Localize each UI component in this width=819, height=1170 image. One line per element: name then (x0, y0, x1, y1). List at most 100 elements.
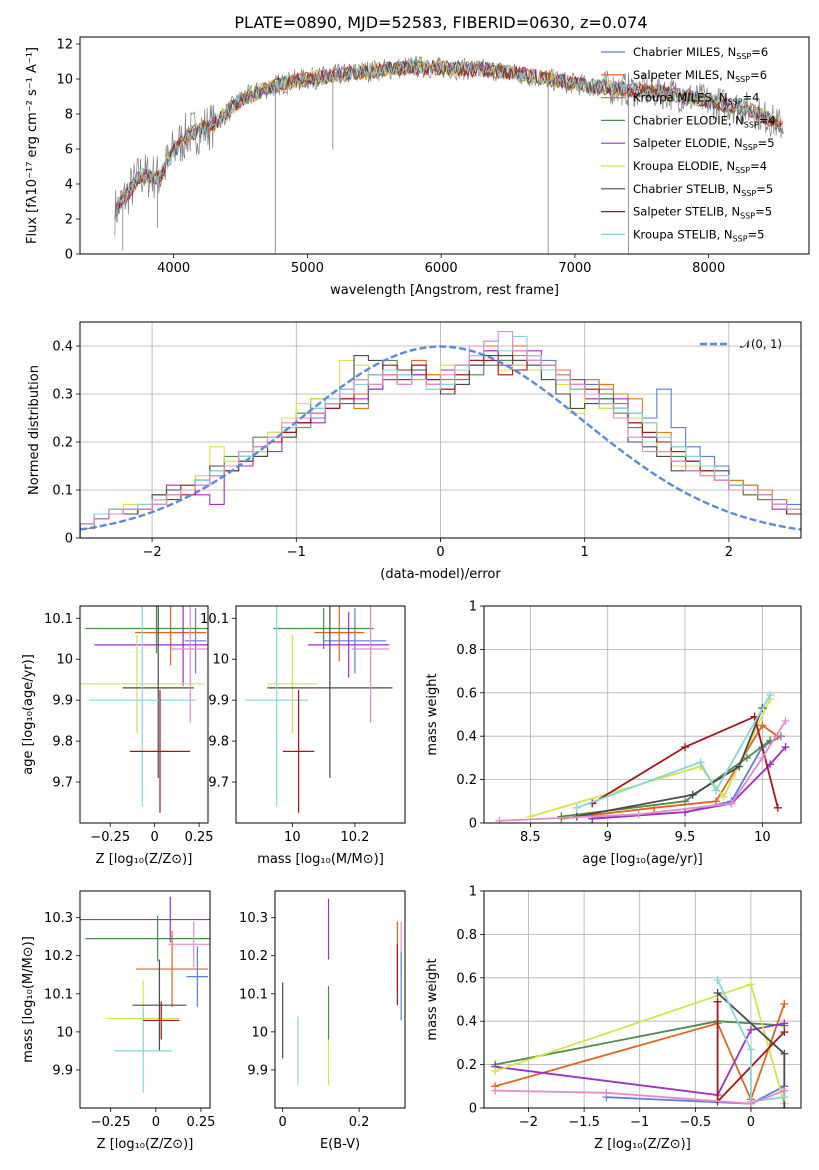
data-point (168, 921, 210, 968)
y-tick-label: 0.8 (456, 928, 477, 943)
x-axis-label: Z [log₁₀(Z/Z⊙)] (97, 1137, 194, 1152)
legend-label: Kroupa MILES, N (633, 91, 728, 105)
weight-marker (742, 753, 751, 762)
x-tick-label: 6000 (425, 261, 458, 276)
x-tick-label: 10.2 (340, 830, 369, 845)
legend-subscript: SSP (735, 75, 750, 84)
data-point (132, 959, 187, 1051)
histogram-step (80, 335, 801, 538)
weight-marker (758, 753, 767, 762)
legend-suffix: =6 (751, 45, 768, 59)
data-point (80, 896, 210, 943)
weight-marker (746, 1045, 755, 1054)
x-axis-label: Z [log₁₀(Z/Z⊙)] (594, 1137, 691, 1152)
weight-marker (711, 786, 720, 795)
axes-frame (79, 36, 810, 255)
x-axis-label: age [log₁₀(age/yr)] (582, 852, 703, 867)
data-point (314, 606, 365, 662)
y-axis-label: mass weight (425, 958, 440, 1040)
x-tick-label: 9 (604, 830, 612, 845)
plot-area (491, 975, 789, 1108)
x-tick-label: −2 (143, 545, 162, 560)
weight-marker (780, 999, 789, 1008)
weight-marker (781, 743, 790, 752)
y-tick-label: 9.8 (52, 735, 73, 750)
data-point (351, 606, 390, 723)
legend-entry: Salpeter ELODIE, NSSP=5 (633, 136, 775, 152)
weight-marker (781, 717, 790, 726)
weight-marker (602, 1088, 611, 1097)
weight-marker (713, 975, 722, 984)
y-axis-label: Flux [fλ10⁻¹⁷ erg cm⁻² s⁻¹ A⁻¹] (25, 47, 40, 244)
x-tick-label: 0 (279, 1115, 287, 1130)
legend-label: Kroupa ELODIE, N (633, 159, 735, 173)
data-point (245, 606, 308, 807)
data-point (129, 689, 191, 813)
y-tick-label: 9.7 (208, 776, 229, 791)
data-point (184, 608, 207, 674)
weight-marker (780, 1019, 789, 1028)
weight-marker (572, 803, 581, 812)
legend-subscript: SSP (736, 52, 751, 61)
plot-area (114, 55, 784, 254)
y-tick-label: 1 (469, 600, 477, 615)
weight-line (494, 1022, 785, 1096)
legend-suffix: =5 (755, 205, 772, 219)
data-point (273, 608, 374, 649)
legend-subscript: SSP (740, 212, 755, 221)
histogram-step (80, 331, 801, 538)
axes-frame (79, 605, 209, 824)
weight-marker (746, 980, 755, 989)
y-tick-label: 10 (56, 73, 73, 88)
x-tick-label: 9.5 (675, 830, 696, 845)
axes-frame (235, 605, 406, 824)
axes-frame (483, 605, 802, 824)
data-point (307, 612, 390, 678)
data-point (170, 606, 208, 723)
weight-marker (634, 810, 643, 819)
y-tick-label: 1 (469, 885, 477, 900)
weight-marker (681, 743, 690, 752)
x-tick-label: 10 (284, 830, 301, 845)
y-tick-label: 0 (65, 248, 73, 263)
y-tick-label: 10.2 (44, 949, 73, 964)
weight-line (576, 694, 771, 809)
legend-suffix: =5 (748, 227, 765, 241)
weight-marker (719, 792, 728, 801)
x-tick-label: 8.5 (520, 830, 541, 845)
y-tick-label: 10 (251, 1025, 268, 1040)
plot-area (80, 896, 210, 1093)
x-tick-label: 0 (747, 1115, 755, 1130)
legend-label: Salpeter MILES, N (633, 68, 735, 82)
y-tick-label: 10.1 (200, 612, 229, 627)
legend-label: Salpeter ELODIE, N (633, 136, 743, 150)
panel-6: 0 0.2 9.9 10 10.1 10.2 10.3 E(B-V) (239, 890, 406, 1152)
legend-label: Chabrier ELODIE, N (633, 113, 744, 127)
x-tick-label: −0.25 (91, 1115, 131, 1130)
weight-marker (557, 812, 566, 821)
y-tick-label: 12 (56, 38, 73, 53)
data-point (94, 606, 208, 686)
x-axis-label: (data-model)/error (380, 567, 501, 582)
weight-marker (713, 997, 722, 1006)
y-tick-label: 10 (212, 653, 229, 668)
legend-entry: Salpeter MILES, NSSP=6 (633, 68, 767, 84)
axes-frame (79, 321, 802, 539)
y-tick-label: 2 (65, 213, 73, 228)
plot-area (245, 606, 393, 813)
legend-label: Kroupa STELIB, N (633, 227, 733, 241)
x-axis-label: wavelength [Angstrom, rest frame] (330, 283, 559, 298)
x-tick-label: 10 (754, 830, 771, 845)
model-spectrum (114, 59, 783, 220)
data-point (85, 915, 210, 962)
x-axis-label: Z [log₁₀(Z/Z⊙)] (96, 852, 193, 867)
weight-marker (766, 690, 775, 699)
y-tick-label: 0.2 (456, 1058, 477, 1073)
x-tick-label: 4000 (157, 261, 190, 276)
data-point (186, 946, 209, 1008)
x-tick-label: −2 (519, 1115, 538, 1130)
x-tick-label: 0.2 (349, 1115, 370, 1130)
legend-entry: Kroupa MILES, NSSP=4 (633, 91, 759, 107)
